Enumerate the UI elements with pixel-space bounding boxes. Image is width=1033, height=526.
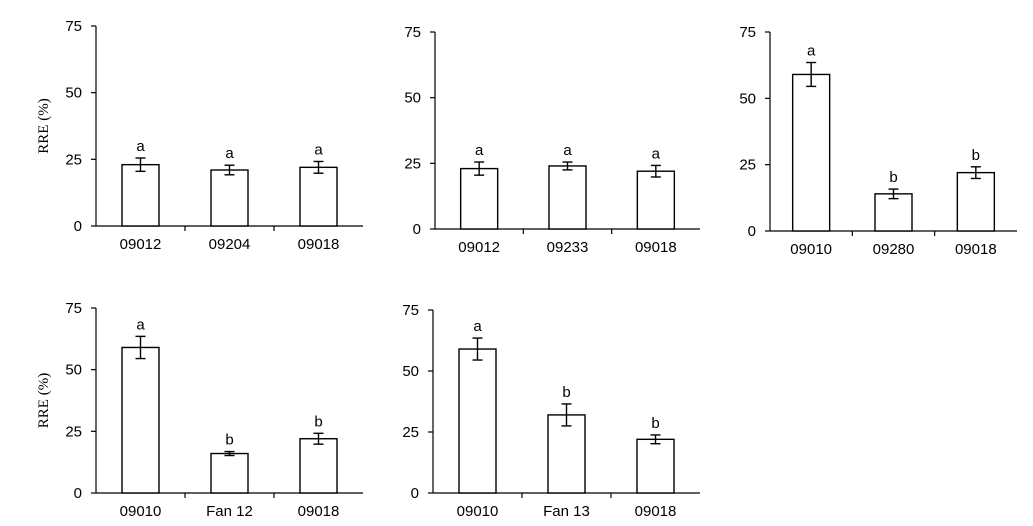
x-tick-label: 09010 (790, 241, 832, 258)
x-tick-label: 09018 (298, 503, 340, 520)
y-tick-label: 0 (74, 218, 82, 235)
x-tick-label: 09018 (635, 239, 677, 256)
significance-letter: a (136, 138, 145, 155)
y-tick-label: 25 (65, 151, 82, 168)
significance-letter: a (807, 43, 816, 60)
y-tick-label: 75 (739, 24, 756, 41)
y-tick-label: 25 (402, 424, 419, 441)
x-tick-label: 09012 (458, 239, 500, 256)
y-tick-label: 75 (402, 302, 419, 319)
y-tick-label: 50 (65, 362, 82, 379)
x-tick-label: 09018 (955, 241, 997, 258)
bar (791, 73, 831, 232)
x-tick-label: 09018 (298, 236, 340, 253)
x-tick-label: 09204 (209, 236, 251, 253)
bar (458, 348, 497, 494)
y-tick-label: 25 (404, 155, 421, 172)
significance-letter: b (562, 384, 570, 401)
x-tick-label: 09018 (635, 503, 677, 520)
significance-letter: a (136, 316, 145, 333)
bar (548, 165, 587, 230)
bar (210, 452, 249, 494)
significance-letter: b (225, 432, 233, 449)
x-tick-label: 09010 (457, 503, 499, 520)
x-tick-label: Fan 12 (206, 503, 253, 520)
y-tick-label: 75 (404, 24, 421, 41)
y-tick-label: 50 (404, 90, 421, 107)
y-tick-label: 50 (739, 90, 756, 107)
significance-letter: a (475, 142, 484, 159)
bar (299, 438, 338, 494)
bar (547, 414, 586, 494)
x-tick-label: 09280 (873, 241, 915, 258)
y-tick-label: 0 (74, 485, 82, 502)
significance-letter: b (314, 413, 322, 430)
bar (210, 169, 249, 227)
significance-letter: a (314, 141, 323, 158)
y-tick-label: 75 (65, 300, 82, 317)
significance-letter: a (473, 318, 482, 335)
y-tick-label: 50 (402, 363, 419, 380)
significance-letter: a (225, 145, 234, 162)
y-tick-label: 0 (411, 485, 419, 502)
bar (956, 171, 996, 232)
significance-letter: b (889, 169, 897, 186)
y-tick-label: 0 (413, 221, 421, 238)
x-tick-label: Fan 13 (543, 503, 590, 520)
y-axis-label: RRE (%) (36, 98, 52, 153)
x-tick-label: 09010 (120, 503, 162, 520)
y-tick-label: 50 (65, 85, 82, 102)
x-tick-label: 09012 (120, 236, 162, 253)
bar (121, 163, 160, 227)
y-tick-label: 75 (65, 18, 82, 35)
significance-letter: b (651, 415, 659, 432)
y-tick-label: 0 (748, 223, 756, 240)
y-axis-label: RRE (%) (36, 373, 52, 428)
bar (874, 193, 913, 232)
significance-letter: a (563, 142, 572, 159)
bar (636, 438, 675, 494)
significance-letter: b (972, 147, 980, 164)
bar (121, 346, 160, 494)
bar (299, 166, 338, 227)
x-tick-label: 09233 (547, 239, 589, 256)
bar (636, 170, 676, 230)
significance-letter: a (652, 145, 661, 162)
y-tick-label: 25 (65, 423, 82, 440)
bar (459, 167, 499, 230)
y-tick-label: 25 (739, 157, 756, 174)
